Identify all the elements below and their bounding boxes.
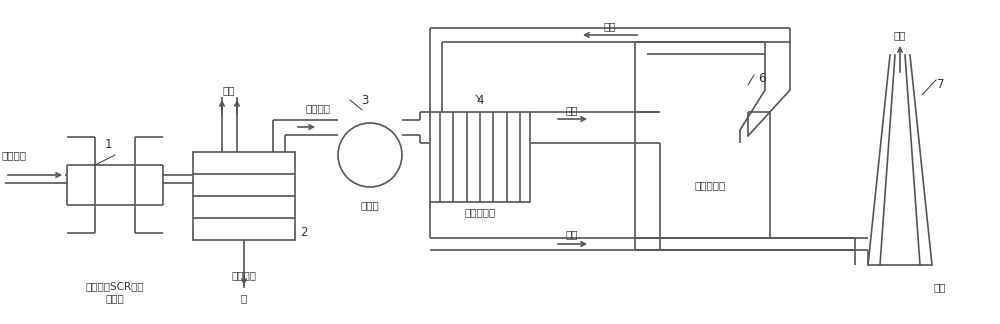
Text: 烟囱: 烟囱 [934, 282, 946, 292]
Text: 蒸汽: 蒸汽 [223, 85, 235, 95]
Text: 引风机: 引风机 [361, 200, 379, 210]
Text: 烟气: 烟气 [894, 30, 906, 40]
Text: 烟气: 烟气 [566, 229, 578, 239]
Text: 热备换热器: 热备换热器 [464, 207, 496, 217]
Text: 焦化烟气: 焦化烟气 [306, 103, 330, 113]
Text: 烟气: 烟气 [566, 105, 578, 115]
Text: 余热锅炉: 余热锅炉 [232, 270, 256, 280]
Text: 6: 6 [758, 72, 766, 85]
Bar [193, 152, 295, 240]
Text: 水: 水 [241, 293, 247, 303]
Text: 焦炉烟气: 焦炉烟气 [2, 150, 27, 160]
Text: 脱硫吸收塔: 脱硫吸收塔 [694, 180, 726, 190]
Text: 3: 3 [361, 94, 369, 107]
Text: 2: 2 [300, 226, 308, 238]
Text: 烟气: 烟气 [604, 21, 616, 31]
Text: 4: 4 [476, 94, 484, 107]
Bar [430, 112, 530, 202]
Text: 1: 1 [105, 138, 112, 152]
Text: 7: 7 [937, 78, 944, 91]
Text: 中温耐硫SCR催化
剂装置: 中温耐硫SCR催化 剂装置 [86, 281, 144, 303]
